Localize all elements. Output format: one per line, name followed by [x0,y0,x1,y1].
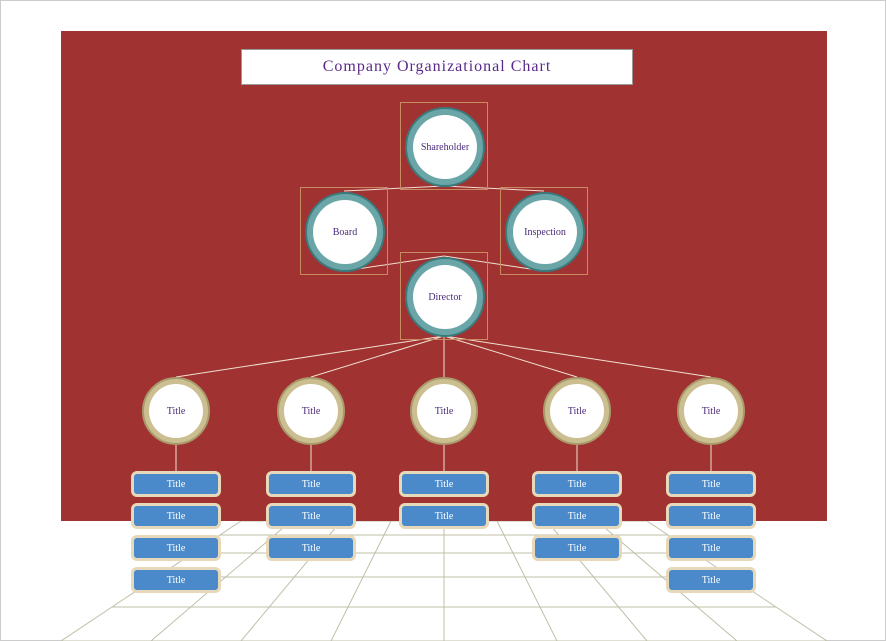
node-t1: Title [142,377,210,445]
node-t4: Title [543,377,611,445]
node-label: Title [550,384,604,438]
node-board: Board [300,187,388,275]
node-label: Title [149,384,203,438]
chart-title: Company Organizational Chart [241,49,633,85]
org-chart-canvas: Company Organizational Chart Shareholder B… [61,31,827,541]
title-box-7: Title [399,471,489,497]
title-box-4: Title [266,471,356,497]
node-shareholder: Shareholder [400,102,488,190]
title-box-2: Title [131,535,221,561]
node-label: Shareholder [413,115,477,179]
title-box-0: Title [131,471,221,497]
title-box-14: Title [666,535,756,561]
node-label: Inspection [513,200,577,264]
title-box-5: Title [266,503,356,529]
title-box-6: Title [266,535,356,561]
node-label: Board [313,200,377,264]
node-t3: Title [410,377,478,445]
node-label: Director [413,265,477,329]
node-label: Title [417,384,471,438]
title-box-12: Title [666,471,756,497]
page: Company Organizational Chart Shareholder B… [0,0,886,641]
node-inspection: Inspection [500,187,588,275]
title-box-10: Title [532,503,622,529]
title-box-8: Title [399,503,489,529]
title-box-11: Title [532,535,622,561]
node-label: Title [684,384,738,438]
node-t5: Title [677,377,745,445]
title-box-9: Title [532,471,622,497]
node-director: Director [400,252,488,340]
title-box-15: Title [666,567,756,593]
title-box-13: Title [666,503,756,529]
node-t2: Title [277,377,345,445]
node-label: Title [284,384,338,438]
title-box-1: Title [131,503,221,529]
title-box-3: Title [131,567,221,593]
